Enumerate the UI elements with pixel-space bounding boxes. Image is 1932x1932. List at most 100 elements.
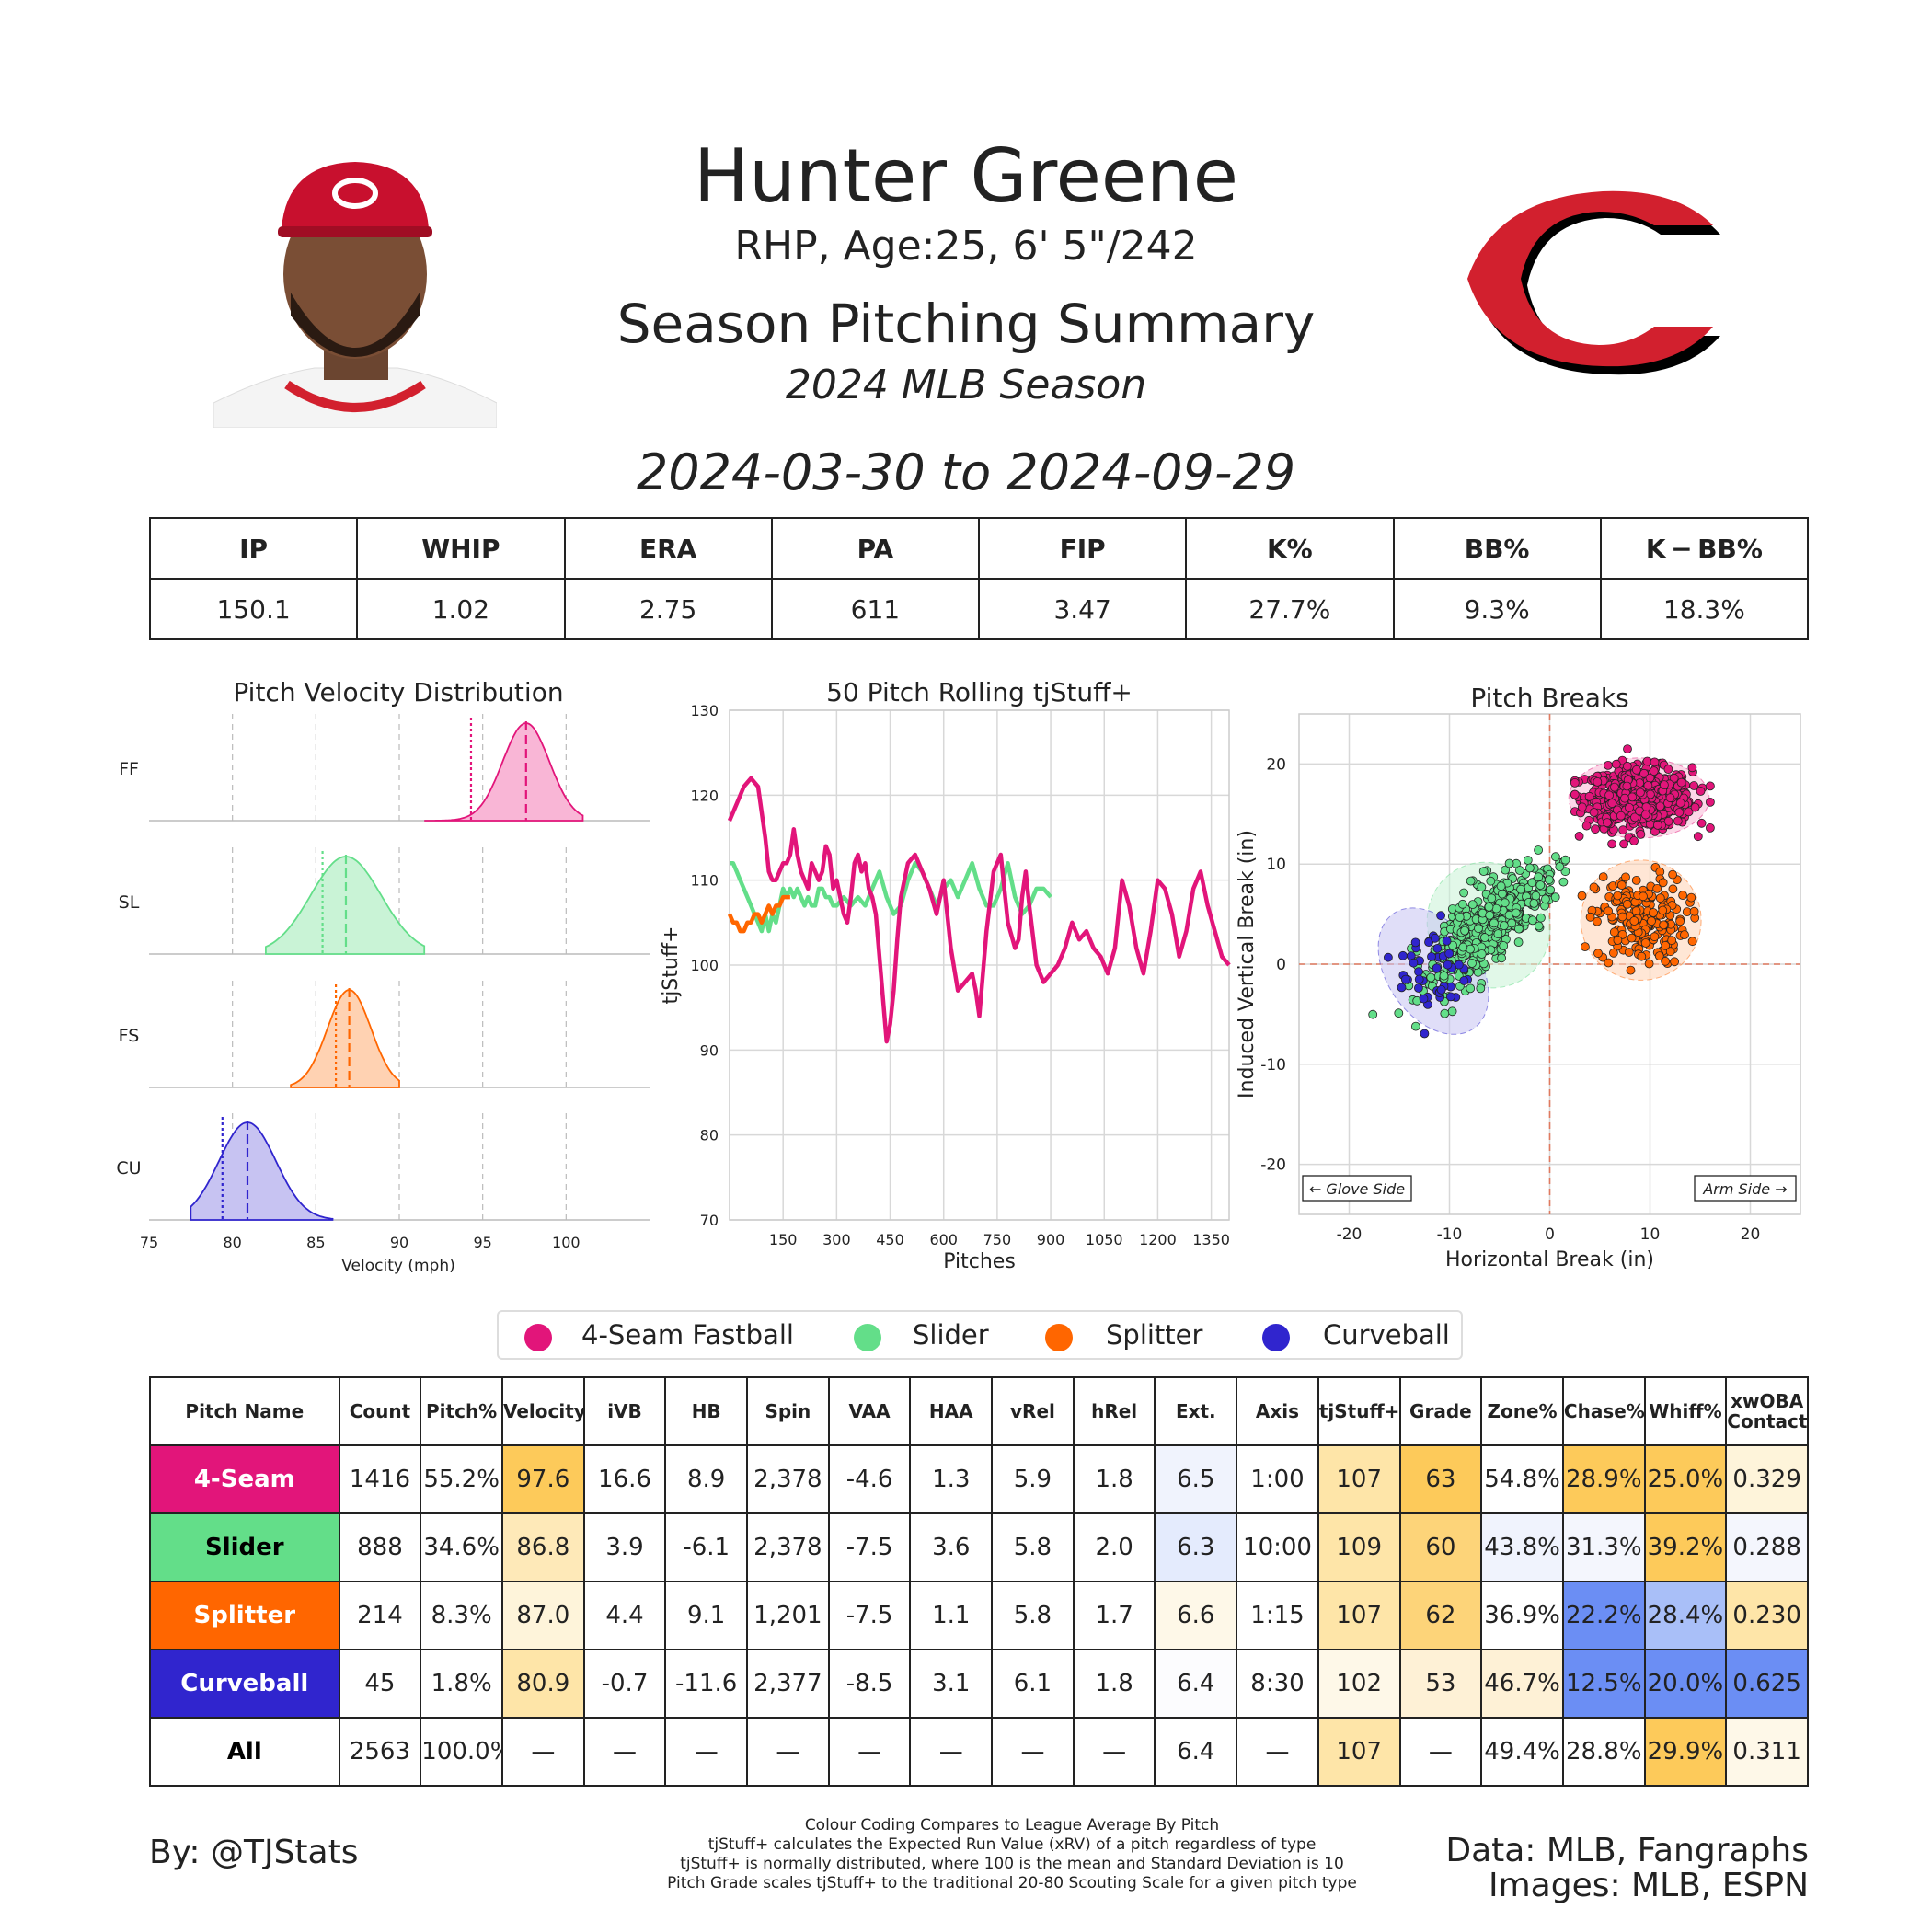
scatter-point — [1484, 903, 1494, 912]
scatter-point — [1550, 892, 1560, 903]
scatter-point — [1570, 789, 1580, 799]
x-tick-label: 750 — [983, 1231, 1012, 1248]
y-tick-label: -10 — [1260, 1056, 1286, 1075]
pitch-table-cell: -6.1 — [664, 1512, 749, 1582]
scatter-point — [1531, 891, 1541, 901]
scatter-point — [1668, 869, 1677, 880]
pitch-table-cell: — — [1398, 1717, 1483, 1787]
scatter-point — [1653, 821, 1662, 830]
pitch-table-header: xwOBA Contact — [1725, 1376, 1809, 1446]
pitch-table-cell: 2,378 — [746, 1444, 830, 1514]
pitch-name-cell: 4-Seam — [149, 1444, 340, 1514]
credits: Data: MLB, Fangraphs Images: MLB, ESPN — [1445, 1834, 1809, 1903]
scatter-point — [1497, 953, 1506, 963]
x-tick-label: 20 — [1741, 1225, 1761, 1244]
stat-header: K% — [1185, 517, 1395, 580]
team-logo — [1463, 189, 1730, 382]
scatter-point — [1663, 765, 1673, 774]
pitch-table-cell: 1.7 — [1072, 1581, 1156, 1650]
x-tick-label: 600 — [929, 1231, 958, 1248]
scatter-point — [1687, 937, 1697, 947]
scatter-point — [1678, 891, 1687, 900]
scatter-point — [1696, 818, 1707, 828]
pitch-table-cell: 8:30 — [1236, 1649, 1319, 1719]
density-area-cu — [190, 1121, 334, 1221]
pitch-table-header: vRel — [991, 1376, 1075, 1446]
scatter-point — [1591, 824, 1600, 834]
pitch-table-cell: 102 — [1317, 1649, 1401, 1719]
scatter-point — [1436, 911, 1445, 921]
glove-side-box — [1302, 1175, 1412, 1202]
pitch-table-cell: 1:00 — [1236, 1444, 1319, 1514]
scatter-point — [1458, 942, 1468, 952]
scatter-point — [1574, 832, 1584, 841]
pitch-table-cell: 5.9 — [991, 1444, 1075, 1514]
scatter-point — [1498, 889, 1507, 899]
pitch-table-cell: — — [1236, 1717, 1319, 1787]
pitch-table-cell: 100.0% — [420, 1717, 503, 1787]
rolling-tjstuff-chart: 50 Pitch Rolling tjStuff+ 150 300 450 600 750… — [660, 677, 1231, 1273]
scatter-point — [1616, 811, 1626, 821]
pitch-breaks-chart: Pitch Breaks -20 -10 0 10 20 -20 -10 0 10 20 ← Glov… — [1236, 683, 1801, 1271]
x-tick-label: 1350 — [1192, 1231, 1230, 1248]
scatter-point — [1584, 791, 1594, 801]
scatter-point — [1622, 761, 1632, 771]
scatter-point — [1607, 839, 1616, 849]
footnote: Colour Coding Compares to League Average… — [804, 1816, 1220, 1834]
pitch-name-cell: Curveball — [149, 1649, 340, 1719]
scatter-point — [1623, 744, 1632, 753]
scatter-point — [1673, 816, 1683, 826]
scatter-point — [1649, 908, 1658, 917]
y-tick-label: 20 — [1266, 755, 1286, 774]
scatter-point — [1414, 967, 1423, 977]
scatter-point — [1687, 763, 1697, 773]
scatter-point — [1558, 877, 1569, 887]
scatter-point — [1541, 894, 1550, 904]
y-tick-label: 10 — [1266, 856, 1286, 874]
scatter-point — [1448, 940, 1457, 950]
scatter-point — [1457, 899, 1467, 909]
pitch-table-cell: 62 — [1398, 1581, 1483, 1650]
stat-header: PA — [770, 517, 981, 580]
pitch-table-cell: 8.9 — [664, 1444, 749, 1514]
scatter-point — [1609, 927, 1619, 937]
y-tick-label: 80 — [700, 1127, 719, 1144]
pitch-table-cell: 2563 — [338, 1717, 422, 1787]
scatter-point — [1689, 906, 1699, 916]
pitch-table-cell: 25.0% — [1643, 1444, 1728, 1514]
pitch-table-cell: 0.230 — [1725, 1581, 1809, 1650]
scatter-point — [1593, 949, 1603, 959]
scatter-point — [1467, 959, 1477, 968]
pitch-table-cell: 20.0% — [1643, 1649, 1728, 1719]
y-tick-label: 0 — [1276, 956, 1286, 974]
scatter-point — [1560, 855, 1570, 865]
scatter-point — [1675, 916, 1685, 926]
scatter-point — [1593, 916, 1602, 926]
pitch-table-header: tjStuff+ — [1317, 1376, 1401, 1446]
scatter-point — [1604, 958, 1614, 968]
scatter-point — [1706, 781, 1715, 791]
scatter-point — [1529, 899, 1539, 908]
stat-header: WHIP — [356, 517, 566, 580]
pitch-table-cell: 888 — [338, 1512, 422, 1582]
pitch-table-cell: — — [991, 1717, 1075, 1787]
x-tick-label: 0 — [1545, 1225, 1555, 1244]
pitch-type-label: CU — [116, 1158, 141, 1179]
velocity-chart-title: Pitch Velocity Distribution — [233, 677, 563, 707]
scatter-point — [1618, 825, 1627, 835]
pitch-table-header: Grade — [1398, 1376, 1483, 1446]
rolling-line-splitter — [727, 894, 790, 934]
scatter-point — [1629, 916, 1639, 926]
scatter-point — [1513, 937, 1524, 947]
pitch-table-cell: 3.9 — [582, 1512, 667, 1582]
scatter-point — [1690, 802, 1700, 812]
pitch-table-cell: 0.625 — [1725, 1649, 1809, 1719]
scatter-point — [1630, 812, 1639, 822]
scatter-point — [1489, 918, 1499, 928]
pitch-table-cell: -4.6 — [827, 1444, 912, 1514]
pitch-table-cell: -8.5 — [827, 1649, 912, 1719]
scatter-point — [1426, 972, 1436, 983]
scatter-point — [1427, 952, 1436, 961]
pitch-table-cell: 63 — [1398, 1444, 1483, 1514]
scatter-point — [1642, 756, 1652, 766]
